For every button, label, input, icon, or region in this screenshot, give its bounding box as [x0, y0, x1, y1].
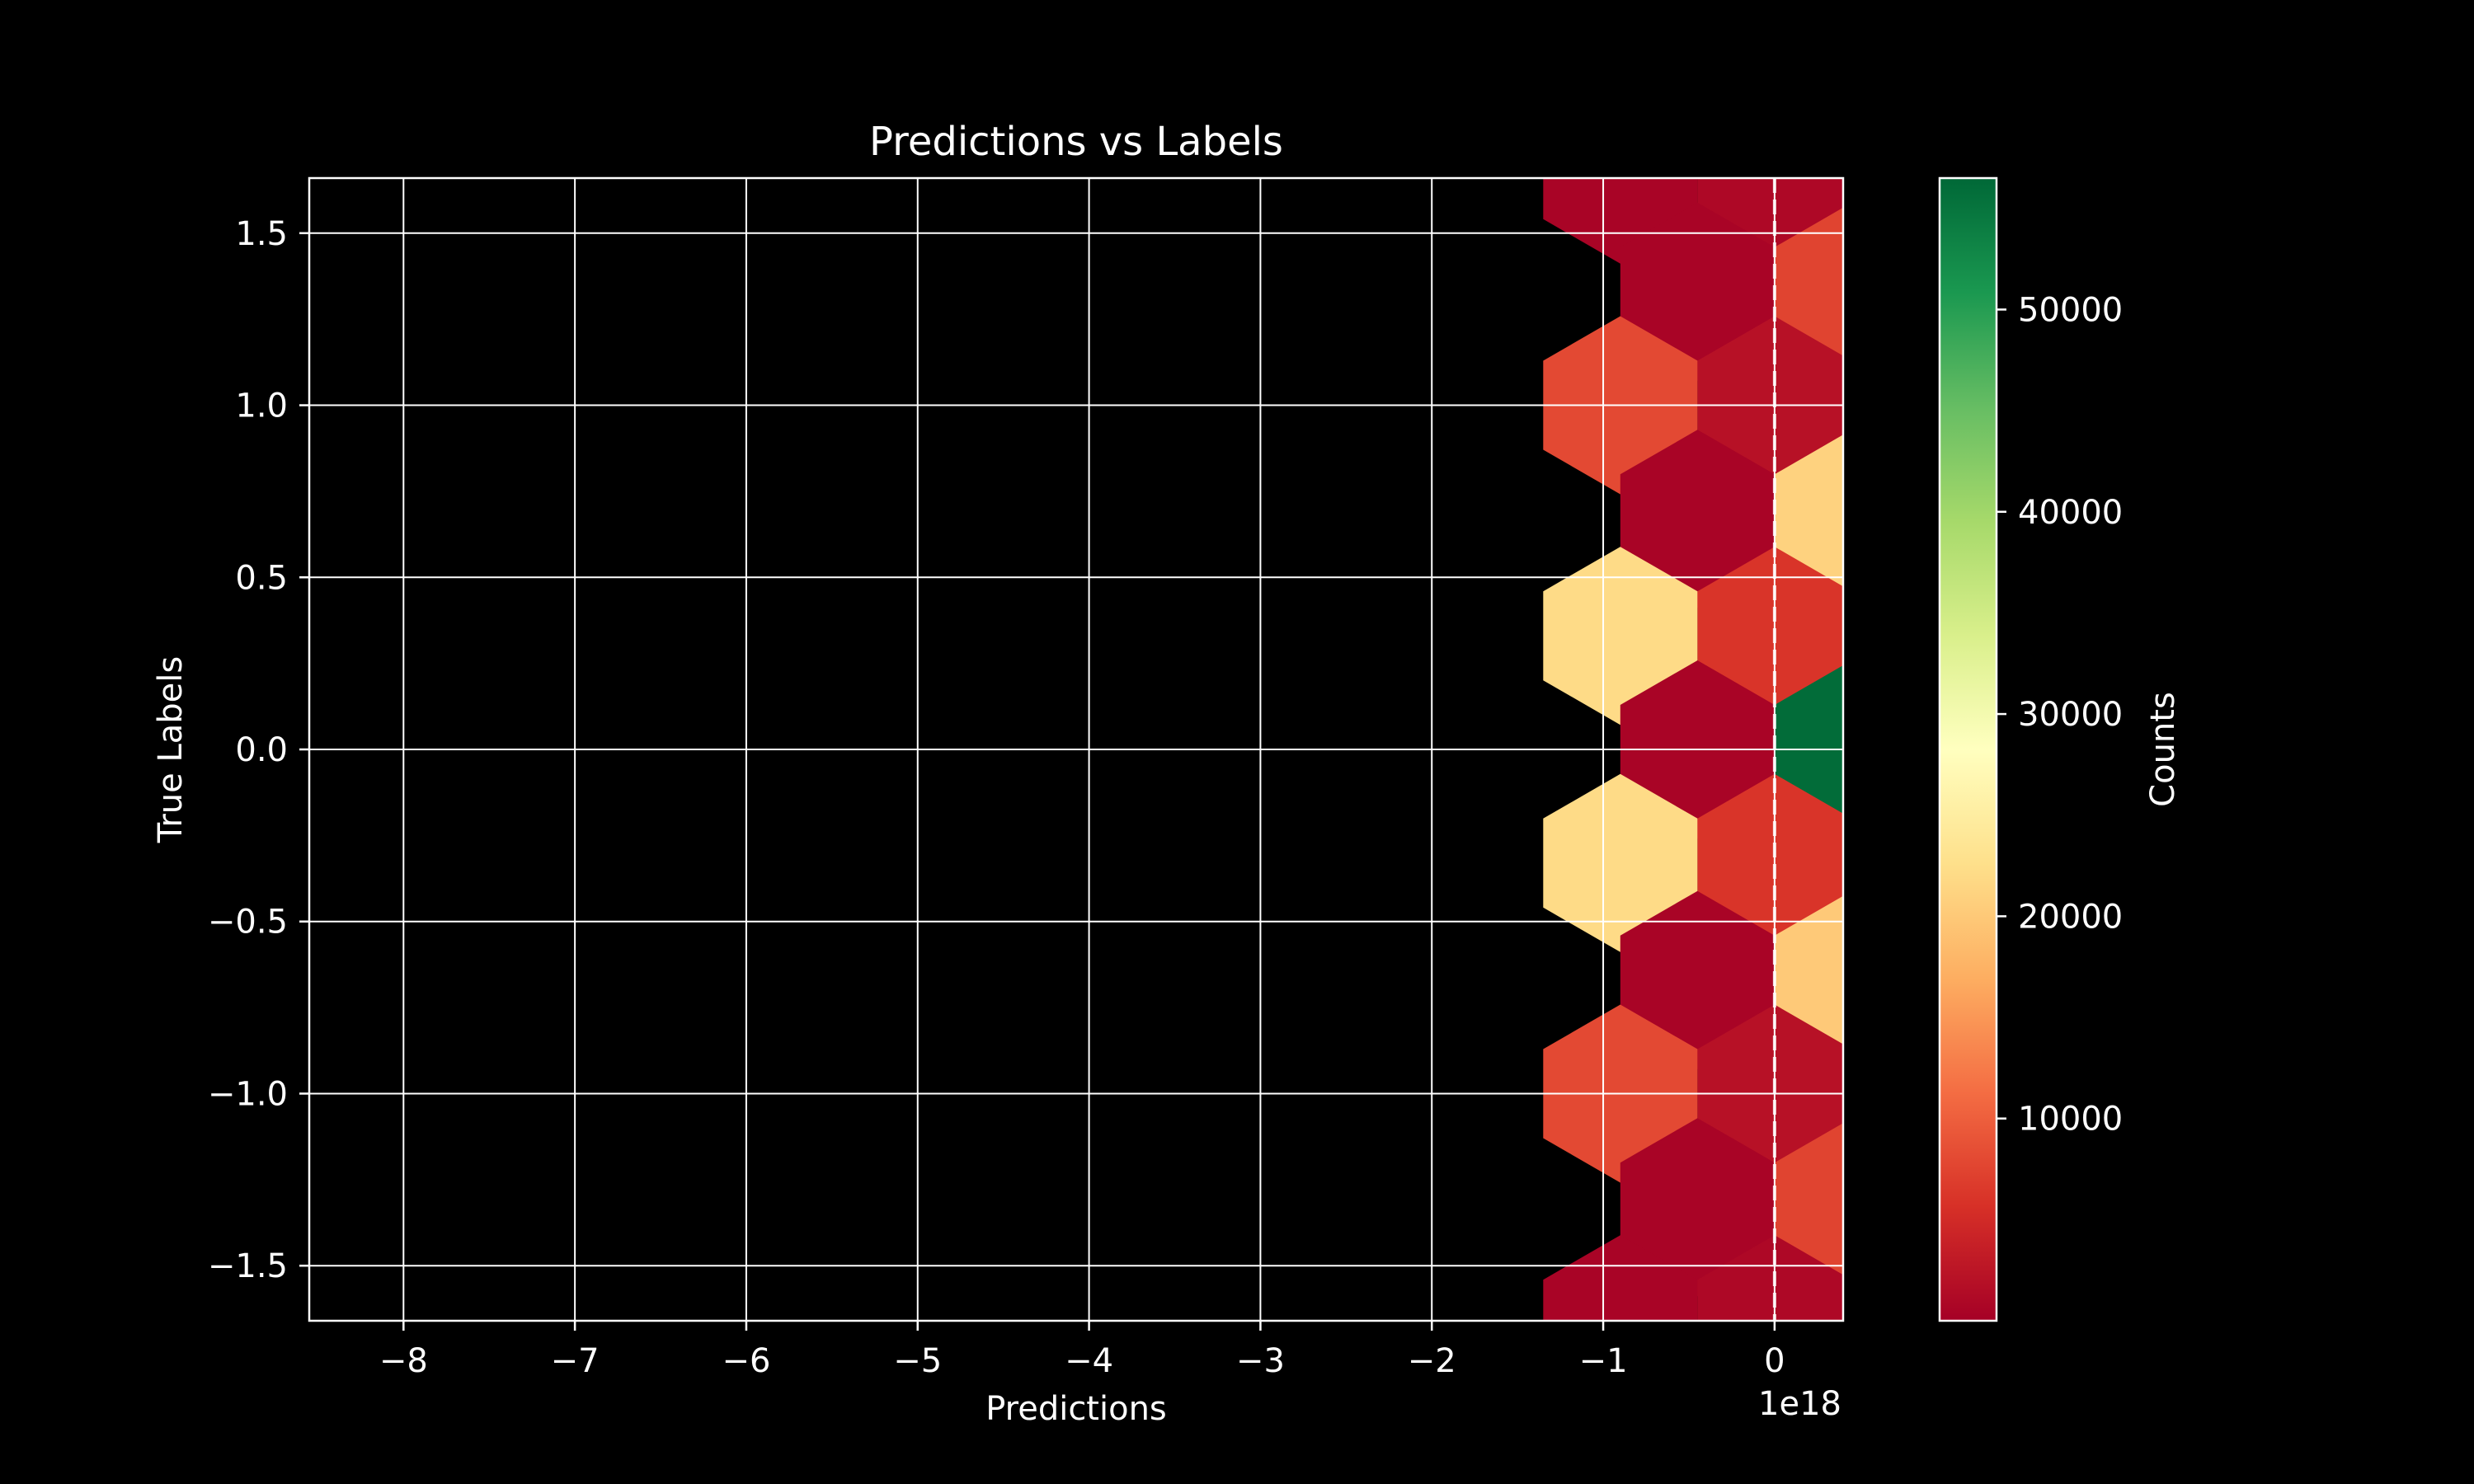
- colorbar-tick-label: 40000: [2018, 494, 2123, 532]
- x-ticks: −8 −7 −6 −5 −4 −3 −2 −1 0: [379, 1321, 1785, 1380]
- y-tick-label: −1.0: [208, 1075, 288, 1113]
- y-axis-label: True Labels: [152, 656, 190, 843]
- x-tick-label: −6: [722, 1342, 770, 1380]
- hexbin-cell: [1620, 890, 1775, 1069]
- y-tick-label: 0.0: [235, 731, 288, 769]
- grid-lines: [309, 178, 1843, 1321]
- y-ticks: −1.5 −1.0 −0.5 0.0 0.5 1.0 1.5: [208, 215, 309, 1285]
- colorbar-label: Counts: [2144, 692, 2182, 807]
- hexbin-cell: [1543, 178, 1698, 264]
- hexbin-cell: [1543, 547, 1698, 726]
- colorbar-tick-label: 10000: [2018, 1101, 2123, 1139]
- colorbar-tick-label: 30000: [2018, 696, 2123, 734]
- colorbar-ticks: 10000 20000 30000 40000 50000: [1997, 291, 2123, 1139]
- y-tick-label: 1.0: [235, 387, 288, 425]
- x-tick-label: −3: [1236, 1342, 1285, 1380]
- hexbin-cell: [1620, 1118, 1775, 1297]
- x-tick-label: −2: [1408, 1342, 1456, 1380]
- hexbin-cell: [1543, 773, 1698, 952]
- x-tick-label: −8: [379, 1342, 428, 1380]
- x-tick-label: −1: [1579, 1342, 1628, 1380]
- colorbar-tick-label: 50000: [2018, 291, 2123, 329]
- hexbin-cell: [1620, 430, 1775, 608]
- x-tick-label: −5: [893, 1342, 942, 1380]
- hexbin-cell: [1543, 1235, 1698, 1321]
- x-axis-label: Predictions: [985, 1390, 1167, 1428]
- x-tick-label: 0: [1764, 1342, 1785, 1380]
- colorbar-tick-label: 20000: [2018, 898, 2123, 936]
- y-tick-label: 1.5: [235, 215, 288, 253]
- y-tick-label: −0.5: [208, 904, 288, 942]
- colorbar: [1938, 176, 1998, 1322]
- y-tick-label: 0.5: [235, 559, 288, 597]
- x-tick-label: −7: [551, 1342, 600, 1380]
- hexbin-cells: [1543, 178, 1843, 1321]
- x-offset-label: 1e18: [1758, 1385, 1841, 1423]
- x-tick-label: −4: [1065, 1342, 1113, 1380]
- hexbin-cell: [1697, 1235, 1843, 1321]
- hexbin-cell: [1697, 547, 1843, 726]
- hexbin-cell: [1697, 773, 1843, 952]
- chart-title: Predictions vs Labels: [869, 119, 1283, 165]
- y-tick-label: −1.5: [208, 1247, 288, 1285]
- hexbin-cell: [1620, 202, 1775, 381]
